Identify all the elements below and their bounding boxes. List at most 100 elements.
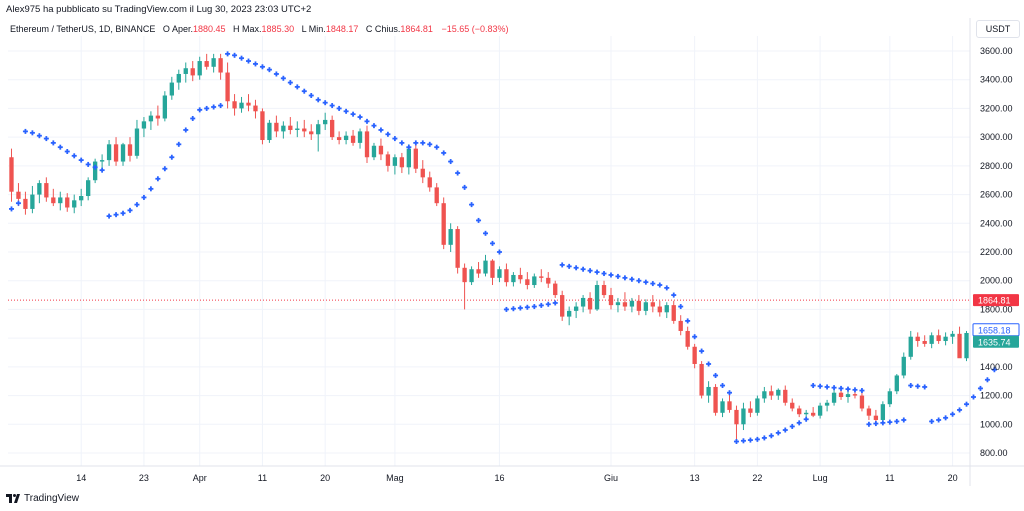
candle [608, 287, 614, 310]
sar-point [510, 306, 516, 312]
sar-point [476, 217, 482, 223]
candle-body [908, 336, 913, 357]
candle [908, 330, 913, 360]
candle-body [671, 305, 676, 321]
candle [357, 128, 363, 149]
candle [678, 315, 683, 336]
sar-point [280, 75, 286, 81]
sar-point [587, 268, 593, 274]
candle-body [601, 285, 607, 296]
sar-point [894, 418, 900, 424]
candle-body [316, 124, 321, 135]
sar-point [671, 292, 677, 298]
sar-point [155, 176, 161, 182]
sar-point [573, 265, 579, 271]
sar-point [538, 302, 544, 308]
sar-point [699, 348, 705, 354]
candle [887, 388, 892, 408]
candle [845, 391, 851, 403]
candle [23, 191, 28, 215]
high-label: H [233, 24, 240, 34]
candle [295, 121, 300, 138]
candle-body [769, 391, 774, 396]
sar-point [252, 61, 258, 67]
candle [162, 91, 168, 122]
candles [9, 53, 969, 442]
candle [316, 119, 321, 152]
sar-point [364, 118, 370, 124]
y-tick-label: 1800.00 [980, 304, 1013, 314]
candle [490, 259, 495, 286]
sar-point [908, 383, 914, 389]
candle-body [720, 401, 725, 413]
candle [92, 158, 98, 184]
sar-point [204, 105, 210, 111]
tradingview-logo[interactable]: TradingView [6, 493, 79, 504]
candle [504, 263, 509, 287]
candle [134, 119, 140, 159]
sar-point [936, 417, 942, 423]
x-tick-label: 20 [320, 473, 330, 483]
candle-body [295, 128, 300, 130]
sar-point [629, 276, 635, 282]
sar-point [496, 249, 502, 255]
candle-body [225, 72, 230, 102]
candle [86, 177, 91, 201]
sar-point [559, 262, 565, 268]
sar-point [308, 93, 314, 99]
sar-point [636, 278, 642, 284]
candle [44, 177, 49, 202]
sar-point [706, 361, 712, 367]
low-text: Min. [308, 24, 326, 34]
candle-body [357, 131, 363, 143]
candle [713, 384, 718, 416]
sar-point [71, 153, 77, 159]
sar-point [775, 430, 781, 436]
candle-body [490, 260, 495, 278]
sar-point [57, 144, 63, 150]
x-tick-label: Apr [193, 473, 207, 483]
currency-button[interactable]: USDT [976, 20, 1020, 38]
close-text: Chius. [374, 24, 401, 34]
candle [302, 119, 307, 138]
candle [699, 361, 704, 399]
low-label: L [301, 24, 307, 34]
candle [671, 300, 676, 324]
candle-body [92, 161, 98, 181]
candle-body [964, 332, 969, 359]
candle [790, 398, 795, 412]
candle-body [852, 394, 858, 396]
sar-point [970, 394, 976, 400]
candle-body [260, 111, 265, 141]
candle-body [950, 333, 955, 337]
sar-point [831, 385, 837, 391]
open-text: Aper. [171, 24, 193, 34]
sar-point [922, 384, 928, 390]
candle-body [831, 392, 837, 403]
candle-body [615, 302, 621, 306]
candle [776, 388, 781, 400]
close-value: 1864.81 [400, 24, 433, 34]
candle [580, 295, 586, 313]
candle-body [16, 191, 21, 199]
candle [748, 401, 753, 418]
candle [204, 53, 209, 70]
candle-body [643, 302, 649, 311]
candle [30, 185, 35, 214]
candle [880, 401, 886, 423]
candle [462, 263, 467, 310]
sar-point [406, 144, 412, 150]
sar-point [929, 418, 935, 424]
candle [260, 108, 265, 145]
candle [546, 272, 551, 288]
candle [915, 332, 920, 347]
sar-point [566, 263, 572, 269]
candle-body [141, 121, 147, 129]
candle-body [427, 177, 432, 188]
sar-point [957, 407, 963, 413]
candle [573, 302, 579, 319]
sar-point [977, 385, 983, 391]
sar-point [169, 154, 175, 160]
sar-point [810, 383, 816, 389]
